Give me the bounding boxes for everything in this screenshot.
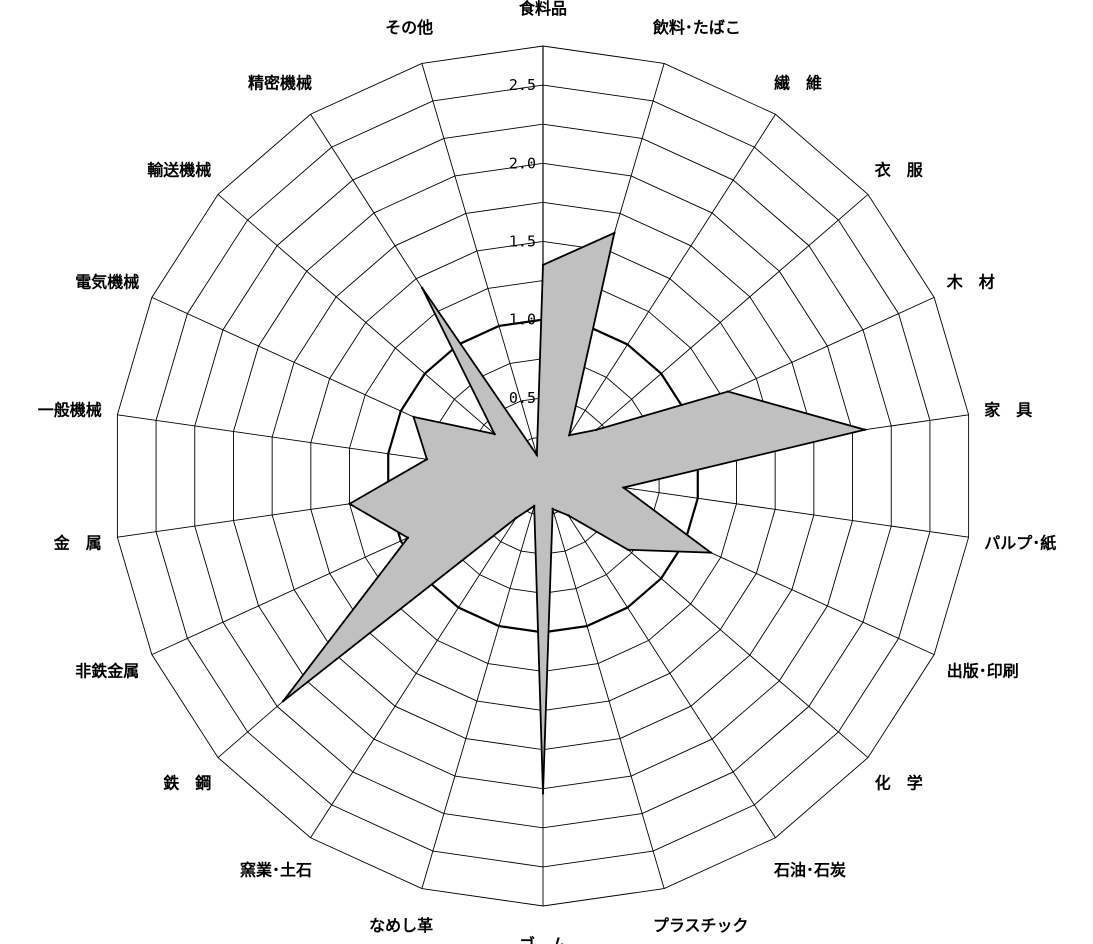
data-point	[514, 516, 518, 520]
data-point	[622, 486, 625, 489]
data-point	[281, 700, 285, 703]
tick-label: 2.0	[509, 154, 536, 172]
category-label: 飲料･たばこ	[652, 18, 741, 37]
data-point	[594, 428, 598, 432]
data-point	[406, 536, 410, 539]
data-point	[626, 548, 630, 551]
category-label: プラスチック	[653, 916, 749, 935]
data-point	[709, 551, 713, 554]
category-label: 鉄 鋼	[163, 773, 211, 792]
category-label: 衣 服	[875, 161, 924, 180]
category-label: 非鉄金属	[75, 661, 139, 680]
axis-spoke	[421, 63, 544, 477]
category-label: 食料品	[518, 0, 567, 18]
series-layer	[281, 231, 869, 795]
series-area	[282, 231, 869, 794]
data-point	[532, 504, 536, 508]
category-label: 化 学	[875, 773, 923, 792]
category-label: 金 属	[53, 534, 102, 553]
category-label: なめし革	[369, 916, 433, 935]
axis-spoke	[217, 194, 544, 477]
axis-spoke	[542, 475, 776, 838]
data-point	[535, 453, 539, 457]
tick-label: 1.0	[509, 311, 536, 329]
data-point	[551, 507, 554, 511]
data-point	[568, 434, 571, 437]
category-label: パルプ･紙	[984, 534, 1056, 553]
tick-label: 2.5	[509, 76, 536, 94]
axis-spoke	[421, 475, 544, 889]
category-label: 出版･印刷	[947, 661, 1019, 680]
category-label: 精密機械	[248, 73, 312, 92]
data-point	[541, 263, 545, 267]
axis-spoke	[310, 475, 544, 838]
tick-label: 0.5	[509, 389, 536, 407]
category-label: 繊 維	[774, 73, 822, 92]
category-label: ゴ ム	[519, 935, 567, 944]
category-label: 電気機械	[75, 273, 139, 292]
data-point	[613, 231, 616, 235]
data-point	[863, 428, 867, 431]
data-point	[420, 286, 424, 290]
data-point	[493, 432, 496, 436]
data-point	[567, 514, 570, 517]
axis-spoke	[542, 114, 776, 477]
data-point	[412, 415, 415, 419]
data-point	[425, 458, 429, 461]
category-label: 家 具	[984, 400, 1032, 419]
data-point	[348, 502, 351, 506]
category-label: 輸送機械	[147, 161, 211, 180]
category-label: 窯業･土石	[240, 861, 312, 880]
category-label: 一般機械	[38, 400, 102, 419]
data-point	[726, 390, 730, 393]
category-label: その他	[385, 18, 433, 37]
axis-spoke	[542, 475, 665, 889]
data-point	[541, 792, 545, 795]
category-label: 石油･石炭	[773, 861, 846, 880]
tick-label: 1.5	[509, 232, 536, 250]
tick-labels: 0.5 1.0 1.5 2.0 2.5	[509, 76, 536, 407]
category-label: 木 材	[946, 273, 995, 292]
